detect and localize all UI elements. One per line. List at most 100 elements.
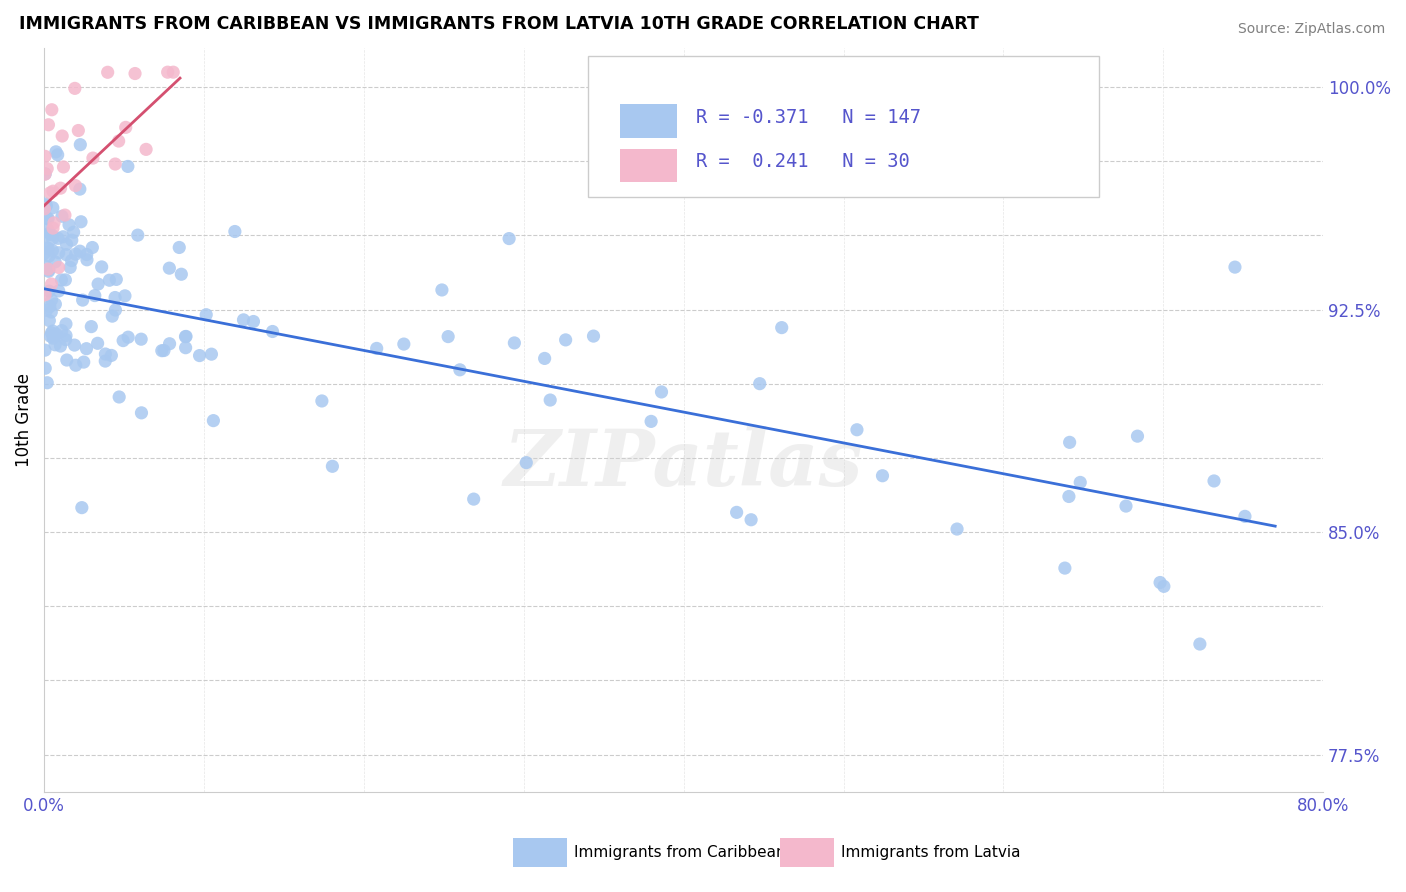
Point [53, 208, 76, 222]
Point [167, 240, 190, 254]
Point [52, 160, 75, 174]
Point [107, 134, 129, 148]
Point [946, 522, 969, 536]
Point [41, 103, 63, 117]
Point [51, 273, 73, 287]
Point [44, 297, 66, 311]
Point [108, 390, 131, 404]
Point [39, 186, 62, 200]
Point [1149, 575, 1171, 590]
Point [117, 160, 139, 174]
Point [845, 423, 868, 437]
Point [52, 229, 75, 244]
Point [55, 247, 77, 261]
Point [34, 229, 56, 244]
Point [34, 149, 56, 163]
Point [127, 228, 149, 243]
Point [1223, 260, 1246, 274]
Point [38, 299, 60, 313]
Point [114, 120, 136, 135]
Point [65, 178, 87, 193]
Point [37, 118, 59, 132]
Point [224, 225, 246, 239]
Point [51, 209, 73, 223]
Point [157, 261, 180, 276]
Point [37, 222, 59, 236]
Point [503, 335, 526, 350]
Point [42, 328, 65, 343]
Point [34, 259, 56, 273]
Point [1153, 579, 1175, 593]
Point [1188, 637, 1211, 651]
Point [112, 334, 135, 348]
Point [83, 288, 105, 302]
Point [53, 273, 76, 287]
Point [45, 327, 67, 342]
Point [63, 81, 86, 95]
Point [156, 65, 179, 79]
Point [114, 289, 136, 303]
Point [554, 333, 576, 347]
Text: Source: ZipAtlas.com: Source: ZipAtlas.com [1237, 22, 1385, 37]
Text: R =  0.241   N = 30: R = 0.241 N = 30 [696, 153, 910, 171]
Point [76, 252, 98, 267]
Point [42, 216, 65, 230]
Point [38, 249, 60, 263]
Point [174, 341, 197, 355]
Point [56, 353, 79, 368]
Point [437, 329, 460, 343]
Point [41, 293, 63, 307]
Point [41, 326, 63, 340]
Point [174, 329, 197, 343]
Point [162, 65, 184, 79]
Text: Immigrants from Caribbean: Immigrants from Caribbean [574, 846, 786, 860]
Point [34, 287, 56, 301]
Point [67, 123, 90, 137]
Point [76, 247, 98, 261]
Point [170, 267, 193, 281]
Point [1053, 561, 1076, 575]
Point [117, 330, 139, 344]
Point [242, 314, 264, 328]
Point [34, 361, 56, 376]
Point [159, 336, 181, 351]
Point [538, 392, 561, 407]
Point [38, 264, 60, 278]
Point [69, 137, 91, 152]
Point [60, 253, 83, 268]
Point [748, 376, 770, 391]
Point [650, 384, 672, 399]
Point [640, 414, 662, 428]
Point [366, 342, 388, 356]
Point [872, 468, 894, 483]
Point [740, 513, 762, 527]
Point [105, 272, 128, 286]
Point [73, 355, 96, 369]
Point [41, 232, 63, 246]
Point [46, 148, 69, 162]
Point [45, 145, 67, 159]
Point [770, 320, 793, 334]
Point [63, 338, 86, 352]
Point [174, 329, 197, 343]
Point [38, 284, 60, 298]
Point [44, 338, 66, 352]
Point [311, 394, 333, 409]
Point [65, 247, 87, 261]
Point [449, 363, 471, 377]
Point [1069, 475, 1091, 490]
Text: ZIPatlas: ZIPatlas [503, 426, 863, 503]
Point [39, 329, 62, 343]
Point [262, 325, 284, 339]
Point [34, 246, 56, 260]
Point [37, 262, 59, 277]
Point [392, 337, 415, 351]
Point [498, 231, 520, 245]
Point [34, 343, 56, 358]
Point [42, 324, 65, 338]
Point [38, 313, 60, 327]
Point [69, 182, 91, 196]
Point [1126, 429, 1149, 443]
Point [35, 199, 58, 213]
Point [34, 202, 56, 216]
